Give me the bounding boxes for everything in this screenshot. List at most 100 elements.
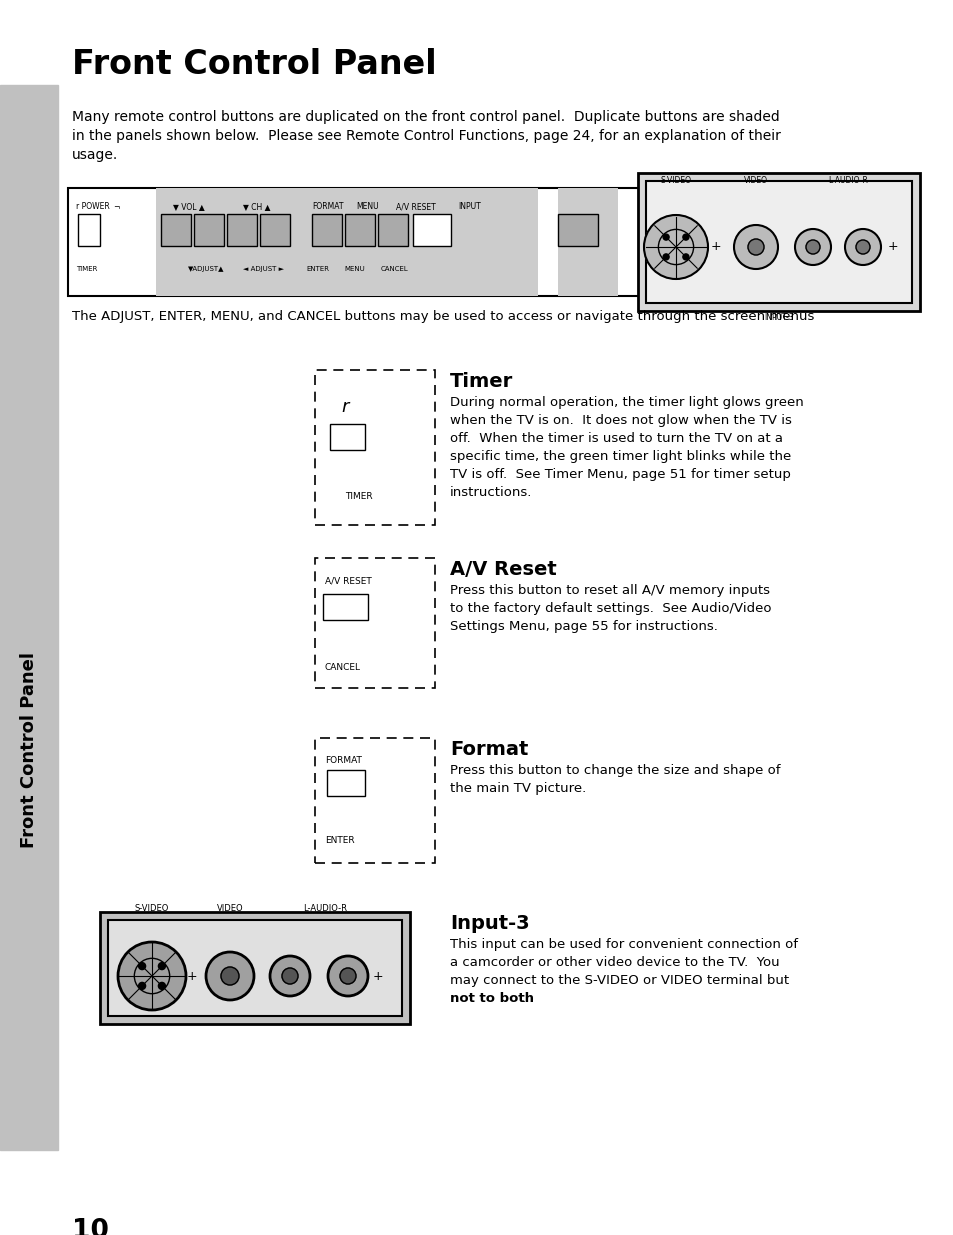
Text: off.  When the timer is used to turn the TV on at a: off. When the timer is used to turn the … (450, 432, 782, 445)
Text: a camcorder or other video device to the TV.  You: a camcorder or other video device to the… (450, 956, 779, 969)
Circle shape (221, 967, 239, 986)
Text: ◄ ADJUST ►: ◄ ADJUST ► (243, 266, 284, 272)
Circle shape (733, 225, 778, 269)
Text: to the factory default settings.  See Audio/Video: to the factory default settings. See Aud… (450, 601, 771, 615)
Bar (327, 769, 365, 797)
Bar (260, 214, 290, 246)
Bar (558, 188, 618, 296)
Text: Input-3: Input-3 (450, 914, 529, 932)
Text: not to both: not to both (450, 992, 534, 1005)
Circle shape (805, 240, 820, 254)
Text: Press this button to change the size and shape of: Press this button to change the size and… (450, 764, 780, 777)
Text: TIMER: TIMER (76, 266, 97, 272)
Bar (314, 739, 435, 863)
Text: the main TV picture.: the main TV picture. (450, 782, 586, 795)
Text: +: + (187, 969, 197, 983)
Text: may connect to the S-VIDEO or VIDEO terminal but: may connect to the S-VIDEO or VIDEO term… (450, 974, 788, 987)
Text: instructions.: instructions. (450, 487, 532, 499)
Bar (638, 173, 919, 311)
Text: +: + (373, 969, 383, 983)
Circle shape (158, 982, 165, 989)
Text: This input can be used for convenient connection of: This input can be used for convenient co… (450, 939, 797, 951)
Circle shape (282, 968, 297, 984)
Text: when the TV is on.  It does not glow when the TV is: when the TV is on. It does not glow when… (450, 414, 791, 427)
Text: +: + (886, 241, 898, 253)
Circle shape (206, 952, 253, 1000)
Text: r POWER: r POWER (76, 203, 110, 211)
Text: Press this button to reset all A/V memory inputs: Press this button to reset all A/V memor… (450, 584, 769, 597)
Text: +: + (710, 241, 720, 253)
Bar (345, 214, 375, 246)
Text: TV is off.  See Timer Menu, page 51 for timer setup: TV is off. See Timer Menu, page 51 for t… (450, 468, 790, 480)
Text: Many remote control buttons are duplicated on the front control panel.  Duplicat: Many remote control buttons are duplicat… (71, 110, 779, 124)
Text: L-AUDIO-R: L-AUDIO-R (827, 177, 867, 185)
Text: in the panels shown below.  Please see Remote Control Functions, page 24, for an: in the panels shown below. Please see Re… (71, 128, 781, 143)
Circle shape (118, 942, 186, 1010)
Bar (312, 214, 341, 246)
Text: Settings Menu, page 55 for instructions.: Settings Menu, page 55 for instructions. (450, 620, 717, 634)
Bar (314, 558, 435, 688)
Text: CANCEL: CANCEL (325, 663, 360, 672)
Bar (161, 214, 191, 246)
Text: S-VIDEO: S-VIDEO (659, 177, 691, 185)
Circle shape (270, 956, 310, 995)
Circle shape (643, 215, 707, 279)
Text: usage.: usage. (71, 148, 118, 162)
Bar (100, 911, 410, 1024)
Text: Timer: Timer (450, 372, 513, 391)
Circle shape (662, 235, 668, 240)
Text: Format: Format (450, 740, 528, 760)
Circle shape (662, 254, 668, 259)
Text: A/V Reset: A/V Reset (450, 559, 557, 579)
Bar (0, 85, 58, 1150)
Bar (68, 188, 907, 296)
Bar (645, 182, 911, 303)
Text: specific time, the green timer light blinks while the: specific time, the green timer light bli… (450, 450, 790, 463)
Text: ENTER: ENTER (306, 266, 329, 272)
Text: FORMAT: FORMAT (325, 756, 361, 764)
Text: $\neg$: $\neg$ (112, 203, 120, 211)
Text: A/V RESET: A/V RESET (395, 203, 436, 211)
Bar (193, 214, 224, 246)
Bar (330, 424, 365, 450)
Text: The ADJUST, ENTER, MENU, and CANCEL buttons may be used to access or navigate th: The ADJUST, ENTER, MENU, and CANCEL butt… (71, 310, 814, 324)
Bar (558, 214, 598, 246)
Text: 10: 10 (71, 1218, 109, 1235)
Bar (323, 594, 368, 620)
Circle shape (682, 254, 688, 259)
Circle shape (339, 968, 355, 984)
Circle shape (682, 235, 688, 240)
Text: L-AUDIO-R: L-AUDIO-R (303, 904, 347, 913)
Text: TIMER: TIMER (345, 492, 373, 501)
Text: VIDEO: VIDEO (743, 177, 767, 185)
Text: Front Control Panel: Front Control Panel (71, 48, 436, 82)
Circle shape (328, 956, 368, 995)
Text: INPUT-3: INPUT-3 (763, 312, 793, 322)
Circle shape (158, 962, 165, 969)
Bar (227, 214, 256, 246)
Text: ENTER: ENTER (325, 836, 355, 845)
Bar (156, 188, 537, 296)
Text: VIDEO: VIDEO (216, 904, 243, 913)
Bar (314, 370, 435, 525)
Text: INPUT: INPUT (457, 203, 480, 211)
Bar (78, 214, 100, 246)
Text: Front Control Panel: Front Control Panel (20, 652, 38, 848)
Bar (377, 214, 408, 246)
Text: MENU: MENU (344, 266, 364, 272)
Text: During normal operation, the timer light glows green: During normal operation, the timer light… (450, 396, 803, 409)
Circle shape (138, 982, 146, 989)
Bar (413, 214, 451, 246)
Circle shape (844, 228, 880, 266)
Text: .: . (521, 992, 525, 1005)
Circle shape (794, 228, 830, 266)
Bar (108, 920, 401, 1016)
Text: MENU: MENU (355, 203, 378, 211)
Text: r: r (341, 398, 349, 416)
Circle shape (855, 240, 869, 254)
Text: S-VIDEO: S-VIDEO (134, 904, 169, 913)
Text: ▼ CH ▲: ▼ CH ▲ (243, 203, 271, 211)
Circle shape (747, 240, 763, 254)
Text: A/V RESET: A/V RESET (325, 576, 372, 585)
Text: ▼ VOL ▲: ▼ VOL ▲ (172, 203, 205, 211)
